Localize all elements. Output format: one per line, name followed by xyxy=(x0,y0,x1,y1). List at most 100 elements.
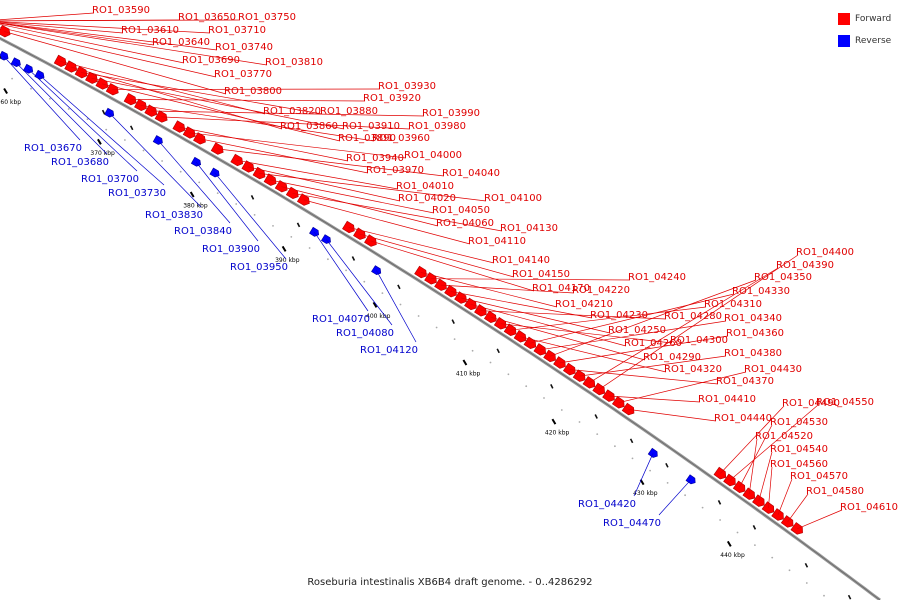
gene-arrow[interactable] xyxy=(713,466,727,480)
gene-label[interactable]: RO1_03890 xyxy=(338,133,396,144)
gene-label[interactable]: RO1_03590 xyxy=(92,5,150,16)
gene-label[interactable]: RO1_04040 xyxy=(442,168,500,179)
gene-label[interactable]: RO1_04530 xyxy=(770,417,828,428)
gene-arrow[interactable] xyxy=(454,291,467,304)
gene-label[interactable]: RO1_04430 xyxy=(744,364,802,375)
gene-label[interactable]: RO1_03840 xyxy=(174,226,232,237)
gene-arrow[interactable] xyxy=(274,180,288,193)
gene-arrow[interactable] xyxy=(296,193,310,206)
gene-label[interactable]: RO1_03740 xyxy=(215,42,273,53)
gene-arrow[interactable] xyxy=(172,120,186,133)
gene-arrow[interactable] xyxy=(230,153,244,167)
gene-arrow[interactable] xyxy=(771,508,784,521)
gene-label[interactable]: RO1_04110 xyxy=(468,236,526,247)
gene-label[interactable]: RO1_04280 xyxy=(664,311,722,322)
gene-label[interactable]: RO1_04350 xyxy=(754,272,812,283)
gene-label[interactable]: RO1_04330 xyxy=(732,286,790,297)
gene-label[interactable]: RO1_03700 xyxy=(81,174,139,185)
gene-label[interactable]: RO1_04340 xyxy=(724,313,782,324)
gene-label[interactable]: RO1_04520 xyxy=(755,431,813,442)
gene-arrow[interactable] xyxy=(742,487,756,500)
gene-label[interactable]: RO1_04580 xyxy=(806,486,864,497)
gene-label[interactable]: RO1_04390 xyxy=(776,260,834,271)
gene-arrow[interactable] xyxy=(182,126,196,139)
gene-arrow[interactable] xyxy=(493,316,507,330)
gene-label[interactable]: RO1_03950 xyxy=(230,262,288,273)
gene-label[interactable]: RO1_04100 xyxy=(484,193,542,204)
gene-label[interactable]: RO1_03650 xyxy=(178,12,236,23)
gene-arrow[interactable] xyxy=(320,234,331,244)
gene-label[interactable]: RO1_03900 xyxy=(202,244,260,255)
gene-label[interactable]: RO1_03730 xyxy=(108,188,166,199)
gene-label[interactable]: RO1_04260 xyxy=(624,338,682,349)
gene-arrow[interactable] xyxy=(424,272,437,285)
gene-label[interactable]: RO1_04060 xyxy=(436,218,494,229)
gene-arrow[interactable] xyxy=(285,186,299,200)
gene-arrow[interactable] xyxy=(95,77,109,90)
gene-arrow[interactable] xyxy=(309,226,320,237)
gene-arrow[interactable] xyxy=(144,104,158,117)
gene-label[interactable]: RO1_03690 xyxy=(182,55,240,66)
gene-arrow[interactable] xyxy=(434,278,447,291)
gene-arrow[interactable] xyxy=(414,265,427,279)
gene-label[interactable]: RO1_04220 xyxy=(572,285,630,296)
gene-label[interactable]: RO1_03800 xyxy=(224,86,282,97)
gene-label[interactable]: RO1_04020 xyxy=(398,193,456,204)
gene-label[interactable]: RO1_03810 xyxy=(265,57,323,68)
gene-label[interactable]: RO1_03860 xyxy=(280,121,338,132)
gene-arrow[interactable] xyxy=(123,92,137,106)
gene-arrow[interactable] xyxy=(464,297,477,311)
gene-arrow[interactable] xyxy=(761,501,775,514)
gene-arrow[interactable] xyxy=(364,234,377,247)
gene-arrow[interactable] xyxy=(342,220,355,234)
gene-arrow[interactable] xyxy=(685,474,696,485)
gene-label[interactable]: RO1_04080 xyxy=(336,328,394,339)
gene-arrow[interactable] xyxy=(154,110,168,123)
gene-label[interactable]: RO1_04070 xyxy=(312,314,370,325)
gene-label[interactable]: RO1_04380 xyxy=(724,348,782,359)
gene-arrow[interactable] xyxy=(263,173,277,186)
gene-label[interactable]: RO1_04610 xyxy=(840,502,898,513)
gene-label[interactable]: RO1_04010 xyxy=(396,181,454,192)
gene-arrow[interactable] xyxy=(602,389,615,402)
gene-arrow[interactable] xyxy=(53,54,67,68)
gene-arrow[interactable] xyxy=(732,480,746,494)
gene-label[interactable]: RO1_04550 xyxy=(816,397,874,408)
gene-arrow[interactable] xyxy=(444,284,457,298)
gene-label[interactable]: RO1_04140 xyxy=(492,255,550,266)
gene-label[interactable]: RO1_03940 xyxy=(346,153,404,164)
gene-label[interactable]: RO1_04150 xyxy=(512,269,570,280)
gene-label[interactable]: RO1_03750 xyxy=(238,12,296,23)
gene-label[interactable]: RO1_03910 xyxy=(342,121,400,132)
gene-label[interactable]: RO1_03880 xyxy=(320,106,378,117)
gene-label[interactable]: RO1_03920 xyxy=(363,93,421,104)
gene-label[interactable]: RO1_03980 xyxy=(408,121,466,132)
gene-arrow[interactable] xyxy=(523,336,537,350)
gene-label[interactable]: RO1_04470 xyxy=(603,518,661,529)
gene-arrow[interactable] xyxy=(210,142,224,155)
gene-label[interactable]: RO1_04000 xyxy=(404,150,462,161)
gene-arrow[interactable] xyxy=(503,323,517,337)
gene-arrow[interactable] xyxy=(105,83,119,96)
gene-label[interactable]: RO1_04540 xyxy=(770,444,828,455)
gene-label[interactable]: RO1_03640 xyxy=(152,37,210,48)
gene-arrow[interactable] xyxy=(533,343,547,356)
gene-arrow[interactable] xyxy=(190,156,202,167)
gene-label[interactable]: RO1_03830 xyxy=(145,210,203,221)
gene-arrow[interactable] xyxy=(611,396,625,409)
gene-label[interactable]: RO1_04370 xyxy=(716,376,774,387)
gene-arrow[interactable] xyxy=(621,402,635,416)
gene-label[interactable]: RO1_04230 xyxy=(590,310,648,321)
gene-arrow[interactable] xyxy=(252,166,266,180)
gene-arrow[interactable] xyxy=(513,329,527,343)
gene-label[interactable]: RO1_04050 xyxy=(432,205,490,216)
gene-label[interactable]: RO1_03770 xyxy=(214,69,272,80)
gene-label[interactable]: RO1_04560 xyxy=(770,459,828,470)
gene-label[interactable]: RO1_03680 xyxy=(51,157,109,168)
gene-label[interactable]: RO1_04410 xyxy=(698,394,756,405)
gene-arrow[interactable] xyxy=(85,71,98,84)
gene-arrow[interactable] xyxy=(0,24,11,38)
gene-label[interactable]: RO1_04290 xyxy=(643,352,701,363)
gene-arrow[interactable] xyxy=(543,349,556,363)
gene-arrow[interactable] xyxy=(209,167,220,178)
